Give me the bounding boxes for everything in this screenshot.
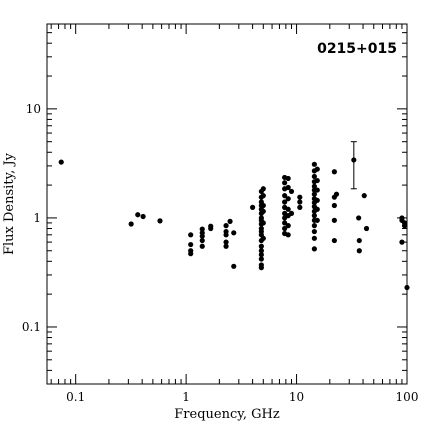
y-tick-label: 1	[33, 211, 41, 225]
data-point	[311, 161, 317, 167]
data-point	[128, 221, 134, 227]
data-point	[331, 217, 337, 223]
data-point	[356, 237, 362, 244]
data-point	[356, 215, 362, 221]
data-point	[227, 218, 233, 224]
data-points	[58, 157, 410, 291]
data-point	[258, 256, 264, 262]
data-point	[333, 191, 340, 197]
data-point	[311, 246, 317, 252]
data-point	[282, 225, 288, 232]
data-point	[223, 239, 229, 245]
chart-title: 0215+015	[317, 41, 397, 57]
data-point	[404, 284, 410, 291]
y-axis-title: Flux Density, Jy	[2, 152, 17, 255]
axis-ticks	[47, 23, 408, 385]
x-tick-label: 10	[289, 390, 304, 404]
data-point	[258, 252, 264, 258]
data-point	[140, 213, 146, 220]
data-point	[311, 228, 317, 235]
x-tick-label: 0.1	[66, 390, 85, 404]
x-tick-label: 1	[182, 390, 190, 404]
data-point	[260, 208, 266, 214]
data-point	[157, 218, 163, 224]
data-point	[188, 251, 194, 257]
data-point	[231, 230, 237, 236]
data-point	[199, 226, 205, 232]
data-point	[282, 199, 288, 205]
x-tick-label: 100	[396, 390, 419, 404]
data-point	[285, 184, 291, 191]
data-point	[223, 232, 229, 238]
data-point	[260, 193, 266, 199]
data-point	[311, 173, 317, 180]
data-point	[314, 177, 320, 184]
data-point	[314, 197, 320, 203]
data-point	[331, 202, 337, 209]
data-point	[361, 193, 367, 199]
data-point	[314, 187, 320, 193]
data-point	[199, 233, 205, 239]
data-point	[231, 263, 237, 269]
data-point	[331, 237, 337, 244]
data-point	[258, 265, 264, 271]
data-point	[314, 217, 320, 223]
data-point	[58, 159, 64, 165]
data-point	[199, 237, 205, 244]
data-point	[399, 239, 405, 245]
data-point	[260, 186, 266, 192]
data-point	[188, 241, 194, 248]
y-tick-label: 10	[26, 102, 41, 116]
data-point	[351, 157, 357, 163]
data-point	[258, 243, 264, 249]
data-point	[297, 194, 303, 200]
data-point	[288, 210, 295, 217]
data-point	[311, 235, 317, 241]
data-point	[285, 196, 291, 202]
data-point	[135, 212, 141, 218]
data-point	[356, 248, 362, 254]
tick-labels: 0.1 1 10 100 0.1 1 10	[22, 102, 419, 404]
data-point	[282, 220, 288, 226]
data-point	[285, 175, 291, 182]
data-point	[260, 220, 266, 226]
data-point	[285, 206, 291, 212]
x-axis-title: Frequency, GHz	[174, 407, 280, 422]
data-point	[314, 166, 320, 172]
data-point	[314, 206, 320, 212]
data-point	[311, 213, 317, 219]
data-point	[223, 223, 229, 229]
data-point	[188, 232, 194, 238]
y-tick-label: 0.1	[22, 320, 41, 334]
plot-frame	[46, 23, 408, 385]
data-point	[223, 243, 229, 249]
data-point	[260, 235, 266, 241]
data-point	[297, 204, 303, 210]
data-point	[311, 183, 317, 189]
data-point	[285, 232, 291, 238]
data-point	[250, 204, 256, 210]
data-point	[282, 193, 288, 199]
data-point	[331, 169, 337, 175]
error-bars	[350, 141, 357, 190]
data-point	[288, 188, 295, 195]
data-point	[311, 191, 317, 197]
data-point	[282, 180, 288, 186]
data-point	[208, 225, 214, 232]
data-point	[258, 248, 264, 254]
data-point	[260, 202, 266, 209]
data-point	[285, 223, 291, 229]
data-point	[199, 243, 205, 249]
data-point	[401, 223, 408, 229]
data-point	[297, 199, 303, 205]
data-point	[311, 223, 317, 229]
data-point	[363, 225, 370, 232]
